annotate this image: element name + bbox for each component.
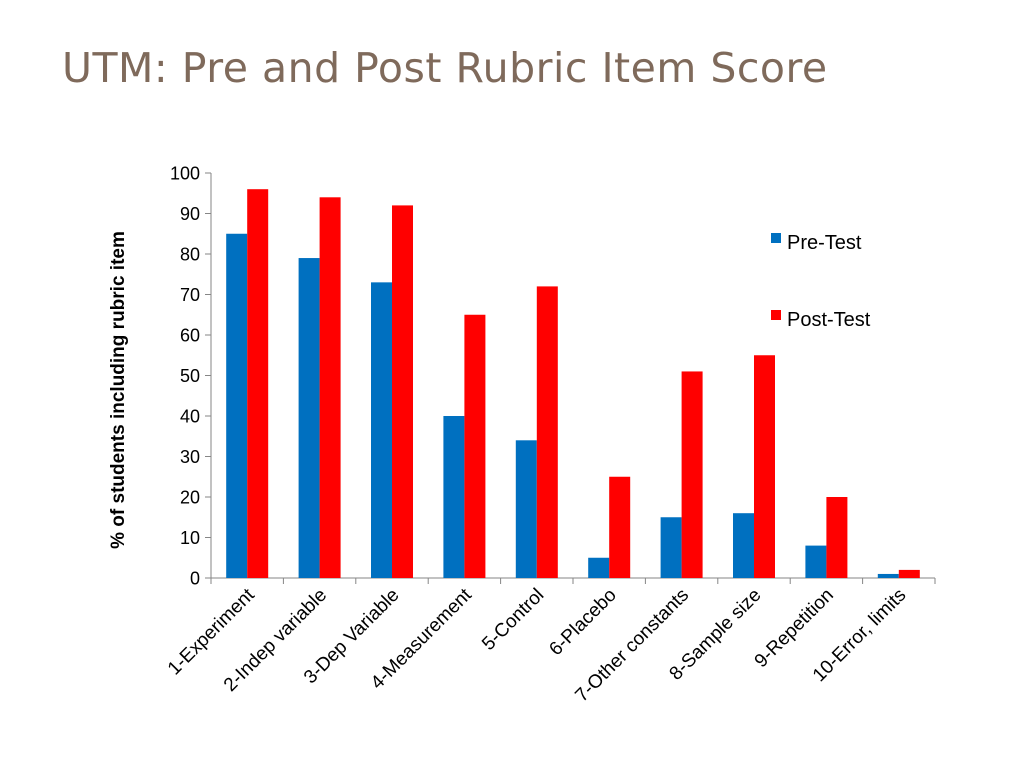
y-tick-label: 50 bbox=[180, 366, 200, 386]
post-test-bar bbox=[392, 205, 413, 578]
bars bbox=[226, 189, 920, 579]
y-axis: 0 10 20 30 40 50 60 70 80 90 100 bbox=[170, 164, 212, 589]
y-tick-label: 20 bbox=[180, 488, 200, 508]
pre-test-bar bbox=[877, 573, 899, 578]
x-tick-label: 6-Placebo bbox=[545, 585, 620, 660]
post-test-bar bbox=[536, 286, 558, 578]
pre-test-bar bbox=[226, 233, 248, 578]
y-tick-label: 90 bbox=[180, 204, 200, 224]
post-test-bar bbox=[898, 569, 920, 578]
pre-test-bar bbox=[805, 545, 827, 578]
post-test-bar bbox=[247, 189, 269, 578]
post-test-bar bbox=[754, 355, 775, 578]
post-test-bar bbox=[464, 314, 486, 578]
y-tick-label: 100 bbox=[170, 164, 200, 184]
legend-label: Post-Test bbox=[787, 309, 871, 331]
legend: Pre-Test Post-Test bbox=[771, 232, 871, 331]
post-test-bar bbox=[319, 197, 341, 579]
legend-label: Pre-Test bbox=[787, 232, 862, 254]
legend-swatch bbox=[771, 310, 781, 320]
y-tick-label: 70 bbox=[180, 285, 200, 305]
pre-test-bar bbox=[660, 517, 682, 578]
pre-test-bar bbox=[588, 557, 610, 578]
pre-test-bar bbox=[733, 513, 754, 578]
y-tick-label: 30 bbox=[180, 447, 200, 467]
post-test-bar bbox=[826, 497, 848, 578]
slide-title: UTM: Pre and Post Rubric Item Score bbox=[62, 44, 828, 92]
y-tick-label: 80 bbox=[180, 245, 200, 265]
post-test-bar bbox=[609, 476, 631, 578]
pre-test-bar bbox=[443, 416, 465, 578]
post-test-bar bbox=[681, 371, 703, 578]
y-tick-label: 60 bbox=[180, 326, 200, 346]
x-tick-label: 5-Control bbox=[478, 585, 548, 655]
y-tick-label: 10 bbox=[180, 528, 200, 548]
y-tick-label: 40 bbox=[180, 407, 200, 427]
pre-test-bar bbox=[298, 258, 320, 578]
y-tick-label: 0 bbox=[190, 569, 200, 589]
pre-test-bar bbox=[515, 440, 537, 578]
y-axis-label: % of students including rubric item bbox=[108, 231, 129, 549]
pre-test-bar bbox=[371, 282, 392, 578]
legend-swatch bbox=[771, 233, 781, 243]
